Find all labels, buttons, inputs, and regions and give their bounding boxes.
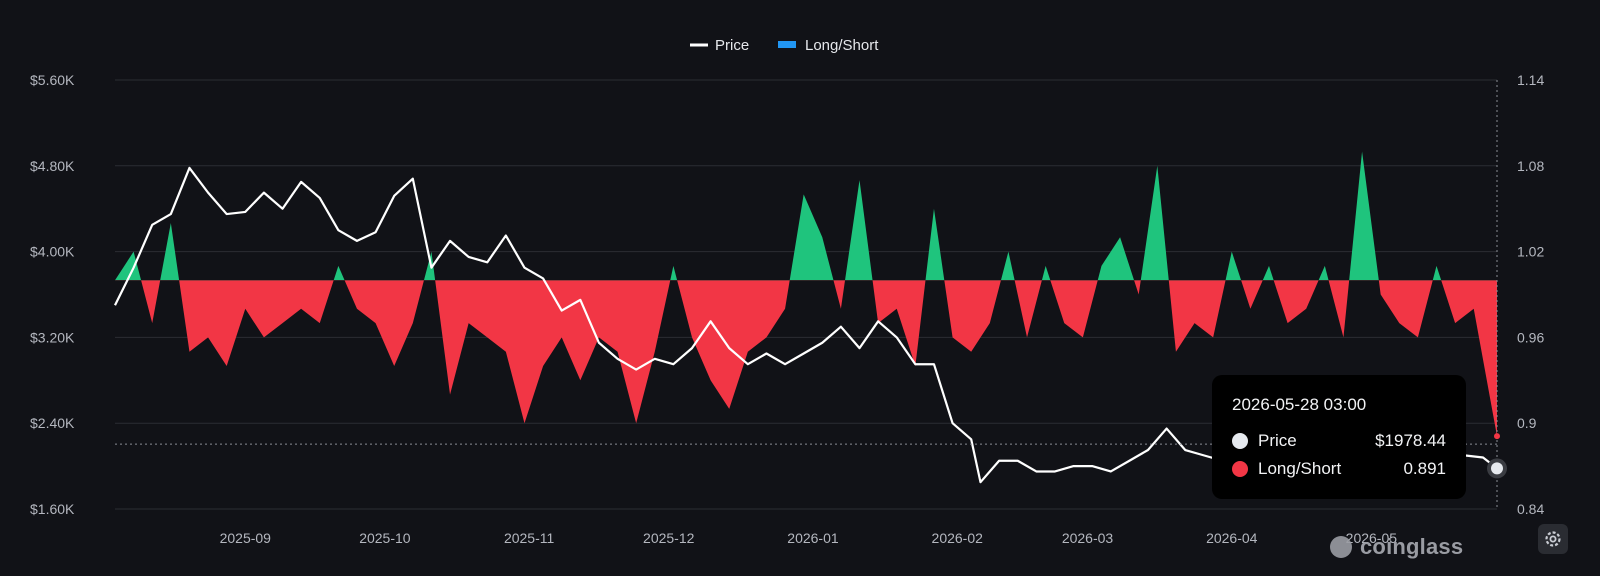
- right-axis-tick-label: 0.84: [1517, 501, 1544, 517]
- tooltip-ls-value: 0.891: [1403, 459, 1446, 478]
- tooltip-price-dot: [1232, 433, 1248, 449]
- watermark-text: coinglass: [1360, 534, 1464, 559]
- x-axis-tick-label: 2025-10: [359, 530, 411, 546]
- legend-ls-label[interactable]: Long/Short: [805, 37, 879, 54]
- x-axis-tick-label: 2026-05: [1346, 530, 1398, 546]
- price-marker: [1491, 462, 1503, 475]
- x-axis-tick-label: 2026-01: [787, 530, 839, 546]
- left-axis-tick-label: $2.40K: [30, 415, 75, 431]
- legend-ls-swatch: [778, 41, 796, 48]
- right-axis-tick-label: 0.96: [1517, 329, 1544, 345]
- x-axis-tick-label: 2025-09: [220, 530, 272, 546]
- gear-icon: [1545, 531, 1561, 547]
- left-axis-tick-label: $5.60K: [30, 72, 75, 88]
- left-axis-tick-label: $3.20K: [30, 329, 75, 345]
- x-axis: 2025-09 2025-10 2025-11 2025-12 2026-01 2026-…: [220, 530, 1398, 546]
- legend[interactable]: Price Long/Short: [690, 37, 879, 54]
- right-axis-tick-label: 0.9: [1517, 415, 1537, 431]
- left-axis: $5.60K $4.80K $4.00K $3.20K $2.40K $1.60K: [30, 72, 75, 517]
- right-axis-tick-label: 1.08: [1517, 158, 1544, 174]
- tooltip-ls-label: Long/Short: [1258, 459, 1342, 478]
- left-axis-tick-label: $4.80K: [30, 158, 75, 174]
- legend-price-label[interactable]: Price: [715, 37, 749, 54]
- x-axis-tick-label: 2026-02: [932, 530, 984, 546]
- tooltip-price-value: $1978.44: [1375, 431, 1446, 450]
- x-axis-tick-label: 2026-03: [1062, 530, 1114, 546]
- tooltip-price-label: Price: [1258, 431, 1297, 450]
- x-axis-tick-label: 2026-04: [1206, 530, 1258, 546]
- settings-button[interactable]: [1538, 524, 1568, 554]
- grid-lines: [115, 79, 1497, 510]
- long-short-negative-area: [141, 280, 1497, 437]
- tooltip-ls-dot: [1232, 461, 1248, 477]
- right-axis: 1.14 1.08 1.02 0.96 0.9 0.84: [1517, 72, 1544, 517]
- long-short-marker: [1494, 433, 1500, 440]
- watermark: coinglass: [1330, 534, 1463, 560]
- left-axis-tick-label: $1.60K: [30, 501, 75, 517]
- x-axis-tick-label: 2025-12: [643, 530, 695, 546]
- tooltip-row-ls: Long/Short 0.891: [1232, 459, 1446, 479]
- tooltip: 2026-05-28 03:00 Price $1978.44 Long/Sho…: [1212, 375, 1466, 499]
- coinglass-logo-icon: [1330, 536, 1352, 558]
- left-axis-tick-label: $4.00K: [30, 244, 75, 260]
- long-short-area: [115, 151, 1497, 437]
- right-axis-tick-label: 1.14: [1517, 72, 1544, 88]
- tooltip-row-price: Price $1978.44: [1232, 431, 1446, 451]
- right-axis-tick-label: 1.02: [1517, 244, 1544, 260]
- x-axis-tick-label: 2025-11: [504, 530, 555, 546]
- tooltip-date: 2026-05-28 03:00: [1232, 395, 1367, 414]
